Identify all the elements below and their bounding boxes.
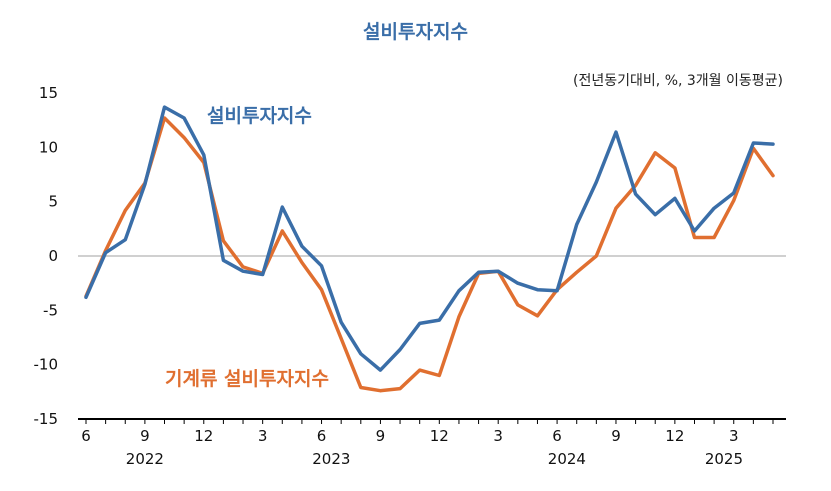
chart-title: 설비투자지수 (363, 21, 468, 43)
series-line-capex-index (84, 105, 775, 372)
series-lines (84, 105, 775, 393)
y-tick-label: 15 (39, 84, 58, 102)
x-tick-label: 6 (317, 427, 327, 445)
year-label: 2022 (126, 450, 164, 468)
x-axis-ticks: 6 9 12 3 6 9 12 3 6 9 12 3 (81, 427, 738, 445)
x-axis-year-labels: 2022 2023 2024 2025 (126, 450, 743, 468)
year-label: 2024 (548, 450, 586, 468)
y-tick-label: 10 (39, 138, 58, 156)
x-tick-label: 9 (376, 427, 386, 445)
x-tick-label: 12 (665, 427, 684, 445)
x-tick-label: 6 (81, 427, 91, 445)
x-tick-label: 3 (729, 427, 739, 445)
x-tick-label: 6 (552, 427, 562, 445)
series-label-capex-index: 설비투자지수 (207, 105, 312, 127)
unit-note: (전년동기대비, %, 3개월 이동평균) (573, 73, 783, 89)
y-tick-label: -10 (34, 356, 59, 374)
y-axis-ticks: 15 10 5 0 -5 -10 -15 (34, 84, 59, 428)
y-tick-label: -15 (34, 410, 59, 428)
x-tick-label: 9 (611, 427, 621, 445)
x-axis-tick-marks (85, 419, 774, 424)
x-tick-label: 12 (430, 427, 449, 445)
x-tick-label: 3 (493, 427, 503, 445)
y-tick-label: 5 (48, 193, 58, 211)
series-line-machinery-capex-index (84, 116, 775, 393)
y-tick-label: -5 (43, 301, 58, 319)
x-tick-label: 3 (258, 427, 268, 445)
series-label-machinery-capex-index: 기계류 설비투자지수 (165, 368, 329, 390)
year-label: 2025 (705, 450, 743, 468)
x-tick-label: 9 (140, 427, 150, 445)
y-tick-label: 0 (48, 247, 58, 265)
x-tick-label: 12 (194, 427, 213, 445)
year-label: 2023 (312, 450, 350, 468)
